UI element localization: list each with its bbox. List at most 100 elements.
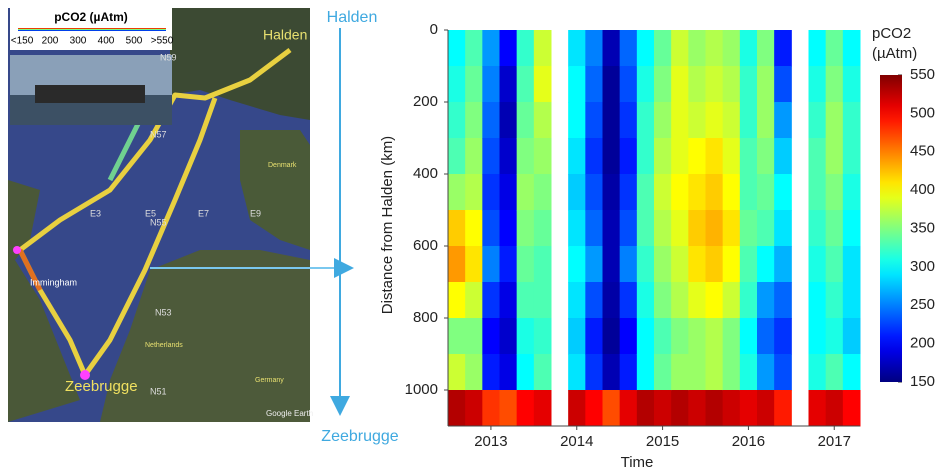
- heat-cell: [688, 66, 706, 103]
- heat-cell: [654, 390, 672, 427]
- heat-cell: [534, 102, 552, 139]
- heat-cell: [448, 318, 466, 355]
- heat-cell: [534, 390, 552, 427]
- heat-cell: [688, 102, 706, 139]
- heat-cell: [603, 318, 621, 355]
- heat-cell: [603, 246, 621, 283]
- heat-cell: [843, 138, 861, 175]
- heat-cell: [585, 282, 603, 319]
- colorbar-tick-label: 250: [910, 296, 935, 313]
- heat-cell: [637, 66, 655, 103]
- heat-cell: [671, 174, 689, 211]
- y-axis-label: Distance from Halden (km): [379, 136, 396, 314]
- heat-cell: [826, 210, 844, 247]
- arrow-label: Halden: [327, 9, 378, 26]
- heat-cell: [826, 102, 844, 139]
- heat-cell: [757, 102, 775, 139]
- heat-cell: [740, 282, 758, 319]
- grid-label: E7: [198, 208, 209, 218]
- heat-cell: [723, 318, 741, 355]
- heat-cell: [585, 246, 603, 283]
- country-label: Netherlands: [145, 342, 183, 349]
- heat-cell: [534, 246, 552, 283]
- colorbar-label: pCO2: [872, 25, 911, 42]
- heat-cell: [809, 174, 827, 211]
- map-legend-label: 300: [70, 36, 87, 47]
- heat-cell: [517, 246, 535, 283]
- heat-cell: [448, 354, 466, 391]
- heat-cell: [465, 390, 483, 427]
- heat-cell: [534, 174, 552, 211]
- heat-cell: [757, 30, 775, 67]
- heat-cell: [740, 318, 758, 355]
- heat-cell: [809, 66, 827, 103]
- heat-cell: [465, 210, 483, 247]
- heat-cell: [517, 66, 535, 103]
- heat-cell: [723, 174, 741, 211]
- heat-cell: [843, 354, 861, 391]
- map-legend-label: 500: [126, 36, 143, 47]
- heat-cell: [585, 138, 603, 175]
- heat-cell: [774, 318, 792, 355]
- heat-cell: [620, 210, 638, 247]
- heat-cell: [757, 318, 775, 355]
- heat-cell: [706, 318, 724, 355]
- heat-cell: [517, 390, 535, 427]
- heat-cell: [637, 102, 655, 139]
- heat-cell: [774, 30, 792, 67]
- heat-cell: [482, 138, 500, 175]
- heat-cell: [723, 246, 741, 283]
- heat-cell: [620, 246, 638, 283]
- heat-cell: [723, 138, 741, 175]
- country-label: Germany: [255, 377, 284, 384]
- immingham-marker: [13, 246, 21, 254]
- heat-cell: [500, 246, 518, 283]
- heat-cell: [671, 246, 689, 283]
- heat-cell: [637, 354, 655, 391]
- heat-cell: [723, 30, 741, 67]
- colorbar-tick-label: 200: [910, 335, 935, 352]
- heat-cell: [671, 210, 689, 247]
- heat-cell: [671, 102, 689, 139]
- heat-cell: [534, 210, 552, 247]
- heat-cell: [482, 174, 500, 211]
- heat-cell: [757, 390, 775, 427]
- map-credit: Google Earth: [266, 409, 313, 418]
- heat-cell: [740, 210, 758, 247]
- map-legend-label: >550: [151, 36, 174, 47]
- heat-cell: [843, 66, 861, 103]
- heat-cell: [706, 282, 724, 319]
- colorbar: [880, 75, 902, 382]
- map-legend-label: 200: [42, 36, 59, 47]
- heat-cell: [671, 318, 689, 355]
- heat-cell: [482, 66, 500, 103]
- y-tick-label: 800: [413, 309, 438, 326]
- grid-label: N51: [150, 386, 167, 396]
- country-label: Denmark: [268, 162, 297, 169]
- heat-cell: [585, 354, 603, 391]
- heat-cell: [757, 66, 775, 103]
- heat-cell: [774, 174, 792, 211]
- heat-cell: [465, 318, 483, 355]
- heat-cell: [603, 282, 621, 319]
- heat-cell: [534, 282, 552, 319]
- heat-cell: [603, 210, 621, 247]
- heat-cell: [654, 30, 672, 67]
- heat-cell: [826, 30, 844, 67]
- heat-cell: [654, 318, 672, 355]
- colorbar-tick-label: 500: [910, 104, 935, 121]
- heat-cell: [585, 30, 603, 67]
- heat-cell: [706, 174, 724, 211]
- heat-cell: [843, 318, 861, 355]
- place-label: Halden: [263, 27, 307, 43]
- heat-cell: [517, 282, 535, 319]
- y-tick-label: 400: [413, 165, 438, 182]
- heat-cell: [500, 282, 518, 319]
- heat-cell: [637, 282, 655, 319]
- colorbar-tick-label: 350: [910, 219, 935, 236]
- heat-cell: [809, 354, 827, 391]
- figure-svg: pCO2 (µAtm) <150200300400500>550 Halden …: [0, 0, 948, 472]
- heat-cell: [637, 246, 655, 283]
- heat-cell: [757, 246, 775, 283]
- heat-cell: [500, 318, 518, 355]
